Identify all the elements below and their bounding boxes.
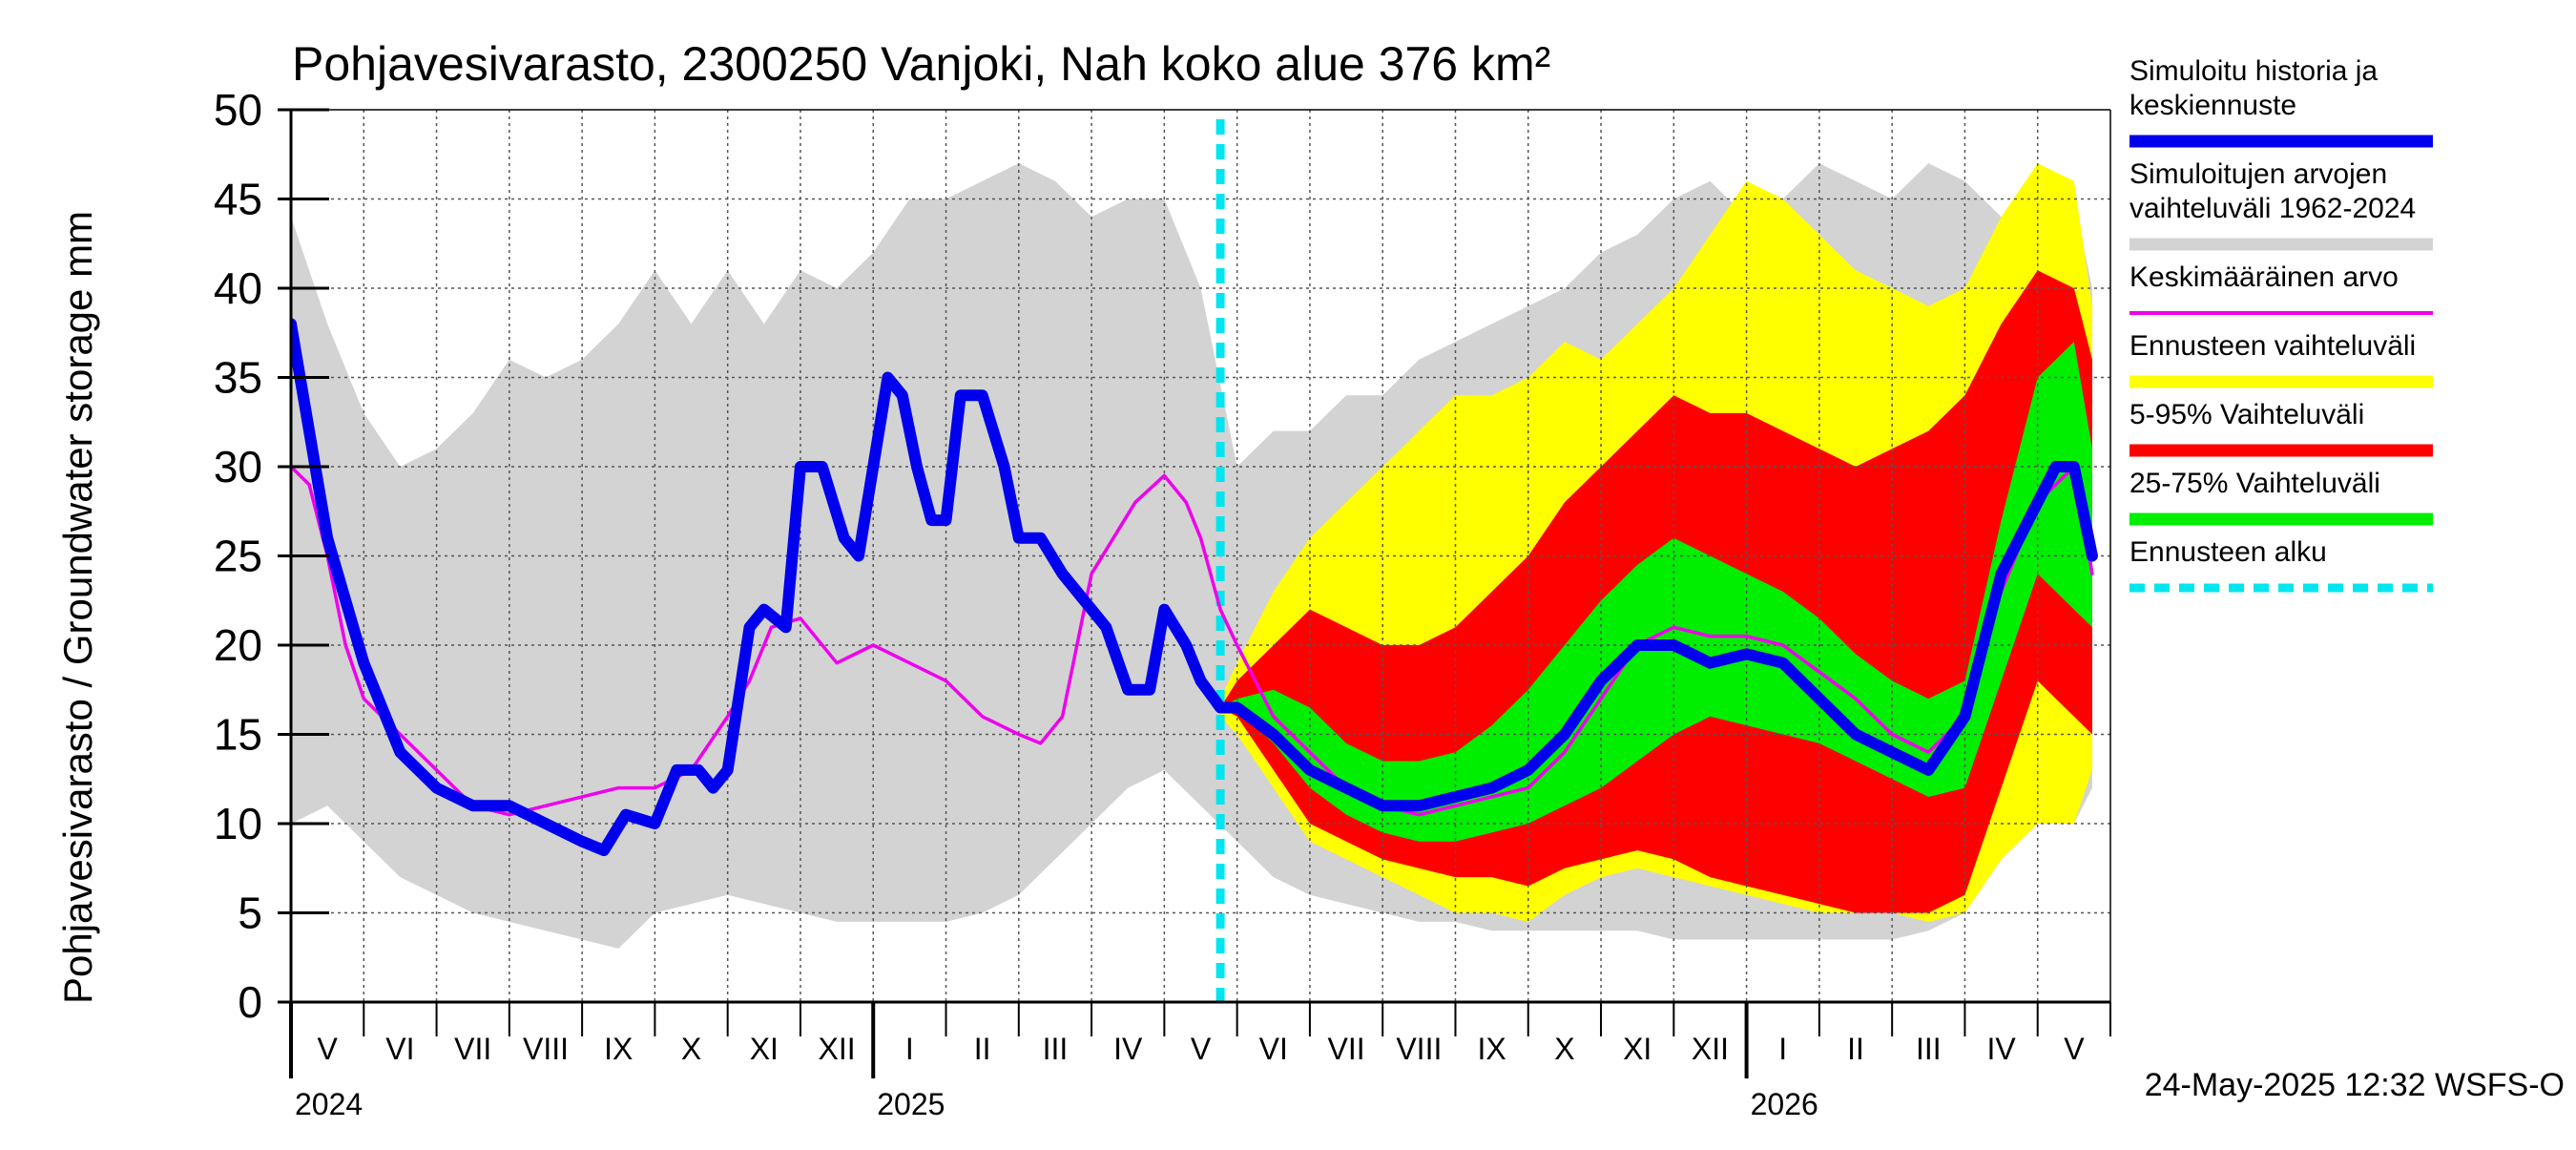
data-lines bbox=[291, 318, 2098, 857]
series-line-keskimaarainen-arvo bbox=[291, 465, 2094, 817]
x-month-label: II bbox=[1847, 1032, 1864, 1066]
x-month-label: X bbox=[1554, 1032, 1574, 1066]
x-month-label: V bbox=[1191, 1032, 1212, 1066]
x-month-label: VI bbox=[1259, 1032, 1288, 1066]
x-month-label: VI bbox=[385, 1032, 414, 1066]
grid-lines bbox=[291, 110, 2110, 1002]
legend-label: Ennusteen vaihteluväli bbox=[2129, 330, 2416, 362]
x-month-label: XII bbox=[1692, 1032, 1729, 1066]
chart-title: Pohjavesivarasto, 2300250 Vanjoki, Nah k… bbox=[292, 37, 1550, 91]
range-bands bbox=[291, 163, 2092, 949]
legend-item-5-95-vaihteluvali: 5-95% Vaihteluväli bbox=[2129, 399, 2433, 457]
x-month-label: IV bbox=[1986, 1032, 2016, 1066]
legend-item-25-75-vaihteluvali: 25-75% Vaihteluväli bbox=[2129, 468, 2433, 526]
x-month-label: I bbox=[1778, 1032, 1787, 1066]
y-tick-label: 35 bbox=[214, 353, 262, 403]
y-tick-label: 5 bbox=[238, 889, 262, 938]
series-line-simuloitu-historia-ja-keskiennuste bbox=[291, 318, 2098, 857]
y-axis-label: Pohjavesivarasto / Groundwater storage m… bbox=[55, 211, 100, 1004]
legend-label: Simuloitu historia ja bbox=[2129, 55, 2378, 87]
legend-item-ennusteen-alku: Ennusteen alku bbox=[2129, 536, 2433, 593]
y-tick-label: 25 bbox=[214, 532, 262, 581]
x-month-label: IX bbox=[604, 1032, 633, 1066]
x-month-label: III bbox=[1043, 1032, 1069, 1066]
legend-label: vaihteluväli 1962-2024 bbox=[2129, 193, 2416, 224]
y-tick-label: 50 bbox=[214, 85, 262, 135]
y-tick-label: 20 bbox=[214, 620, 262, 670]
y-tick-label: 40 bbox=[214, 263, 262, 313]
y-tick-label: 45 bbox=[214, 175, 262, 224]
x-month-label: IX bbox=[1478, 1032, 1506, 1066]
x-month-label: XI bbox=[1623, 1032, 1652, 1066]
x-month-label: VIII bbox=[1396, 1032, 1442, 1066]
footer-timestamp: 24-May-2025 12:32 WSFS-O bbox=[2145, 1067, 2565, 1103]
x-month-label: III bbox=[1916, 1032, 1942, 1066]
x-month-label: VII bbox=[1327, 1032, 1364, 1066]
x-month-label: IV bbox=[1113, 1032, 1143, 1066]
x-month-label: I bbox=[905, 1032, 914, 1066]
legend-label: Ennusteen alku bbox=[2129, 536, 2327, 568]
x-month-label: II bbox=[974, 1032, 991, 1066]
x-month-label: VIII bbox=[523, 1032, 569, 1066]
x-year-label: 2024 bbox=[295, 1087, 363, 1121]
y-tick-label: 30 bbox=[214, 442, 262, 491]
x-month-label: V bbox=[2064, 1032, 2085, 1066]
legend-label: 25-75% Vaihteluväli bbox=[2129, 468, 2380, 499]
x-year-label: 2026 bbox=[1751, 1087, 1818, 1121]
legend: Simuloitu historia jakeskiennusteSimuloi… bbox=[2129, 55, 2433, 593]
x-month-label: XII bbox=[819, 1032, 856, 1066]
x-month-label: VII bbox=[454, 1032, 491, 1066]
x-month-label: XI bbox=[750, 1032, 779, 1066]
legend-item-keskimaarainen-arvo: Keskimääräinen arvo bbox=[2129, 261, 2433, 315]
legend-item-ennusteen-vaihteluvali: Ennusteen vaihteluväli bbox=[2129, 330, 2433, 388]
legend-label: keskiennuste bbox=[2129, 90, 2296, 121]
legend-label: Keskimääräinen arvo bbox=[2129, 261, 2399, 293]
x-year-label: 2025 bbox=[877, 1087, 945, 1121]
legend-label: Simuloitujen arvojen bbox=[2129, 158, 2387, 190]
y-tick-label: 10 bbox=[214, 799, 262, 848]
legend-label: 5-95% Vaihteluväli bbox=[2129, 399, 2364, 430]
y-tick-label: 0 bbox=[238, 977, 262, 1027]
x-month-label: V bbox=[317, 1032, 338, 1066]
x-month-label: X bbox=[681, 1032, 701, 1066]
y-tick-label: 15 bbox=[214, 710, 262, 760]
